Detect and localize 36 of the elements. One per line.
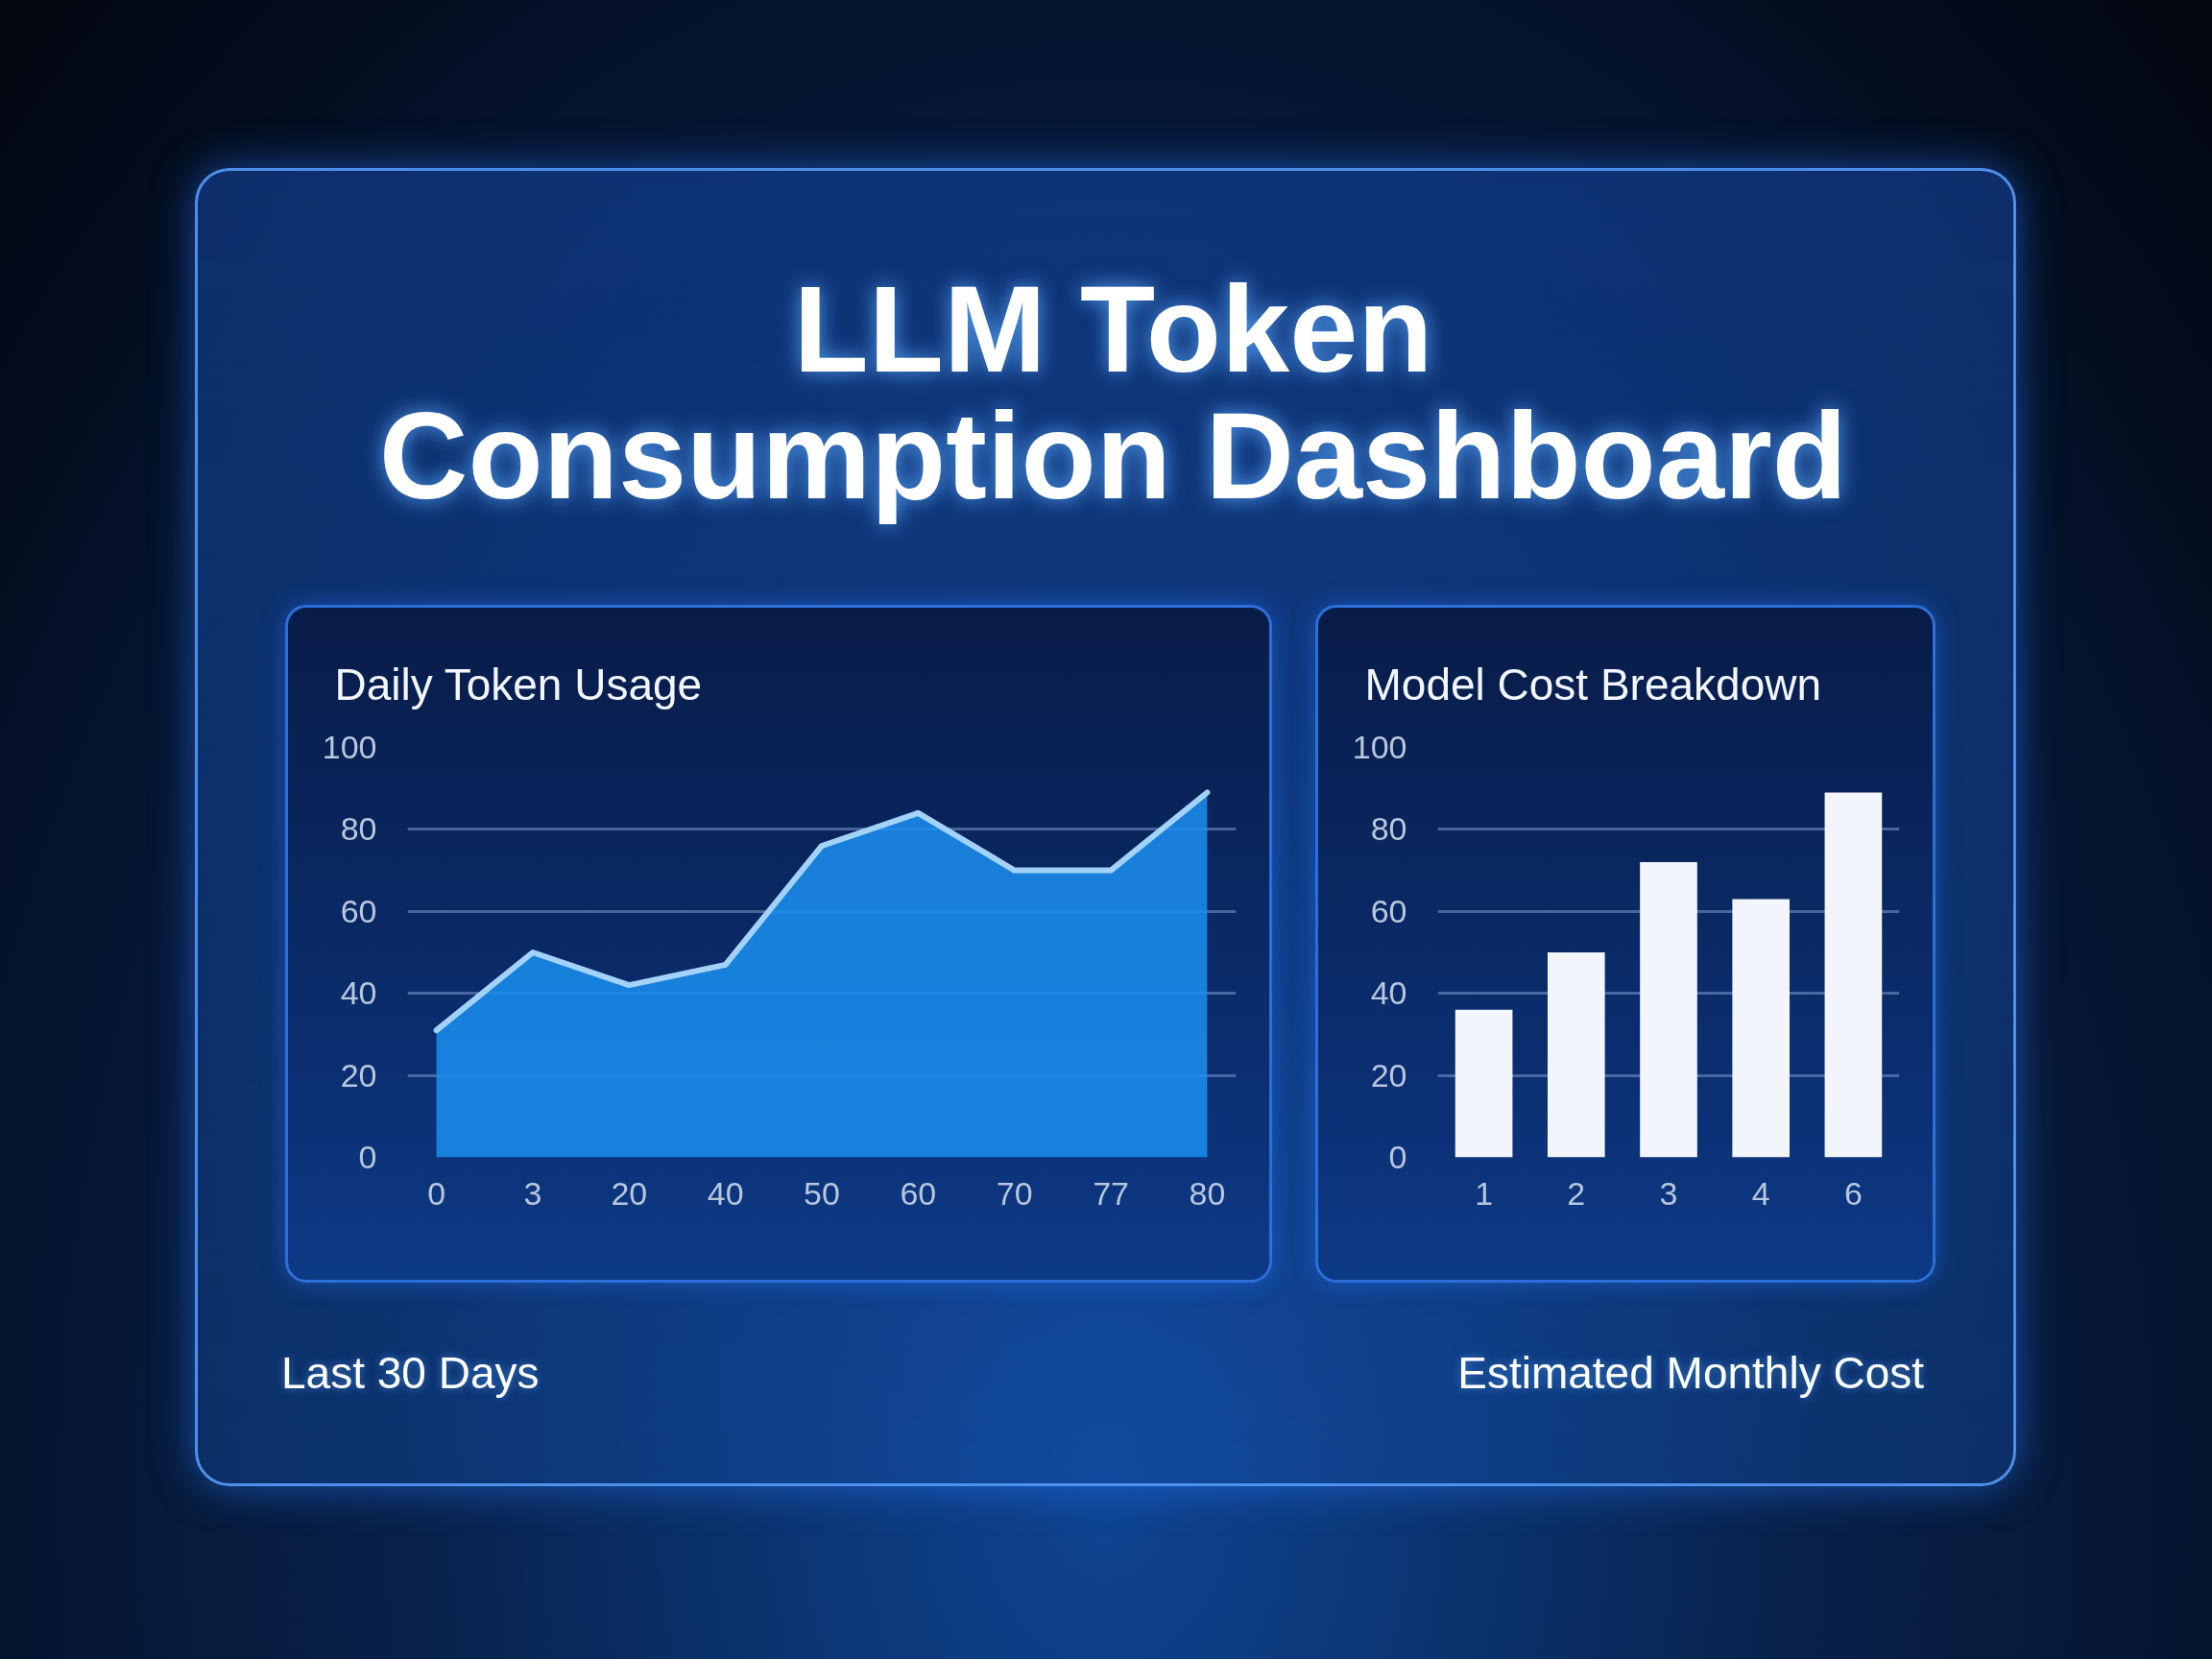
x-tick-label: 1 xyxy=(1475,1174,1494,1212)
x-tick-label: 50 xyxy=(804,1174,840,1212)
text: LLM Token Consumption Dashboard xyxy=(378,259,1848,524)
y-tick-label: 0 xyxy=(1388,1139,1407,1175)
bar xyxy=(1640,862,1697,1158)
x-tick-label: 40 xyxy=(707,1174,744,1212)
bar xyxy=(1732,899,1791,1158)
x-tick-label: 4 xyxy=(1751,1174,1770,1212)
bar xyxy=(1547,952,1605,1158)
text: Estimated Monthly Cost xyxy=(1456,1347,1924,1400)
chart-title: Daily Token Usage xyxy=(334,659,703,709)
y-tick-label: 100 xyxy=(1352,729,1407,765)
y-tick-label: 100 xyxy=(322,729,377,765)
y-tick-label: 40 xyxy=(1370,974,1407,1012)
x-tick-label: 20 xyxy=(611,1174,648,1212)
y-tick-label: 20 xyxy=(340,1056,377,1094)
x-tick-label: 77 xyxy=(1093,1174,1129,1212)
bar xyxy=(1824,792,1883,1158)
y-tick-label: 60 xyxy=(1370,892,1407,929)
y-tick-label: 60 xyxy=(340,892,377,929)
x-tick-label: 2 xyxy=(1567,1174,1586,1212)
x-tick-label: 3 xyxy=(1659,1174,1678,1212)
chart-title: Model Cost Breakdown xyxy=(1364,659,1822,709)
text: Last 30 Days xyxy=(281,1347,541,1400)
x-tick-label: 70 xyxy=(996,1174,1033,1212)
x-tick-label: 60 xyxy=(900,1174,937,1212)
x-tick-label: 0 xyxy=(427,1174,446,1212)
y-tick-label: 0 xyxy=(358,1139,377,1175)
bar xyxy=(1455,1009,1513,1158)
y-tick-label: 80 xyxy=(340,810,377,848)
y-tick-label: 40 xyxy=(340,974,377,1012)
x-tick-label: 80 xyxy=(1189,1174,1226,1212)
x-tick-label: 3 xyxy=(523,1174,542,1212)
y-tick-label: 20 xyxy=(1370,1056,1407,1094)
y-tick-label: 80 xyxy=(1370,810,1407,848)
x-tick-label: 6 xyxy=(1843,1174,1863,1212)
